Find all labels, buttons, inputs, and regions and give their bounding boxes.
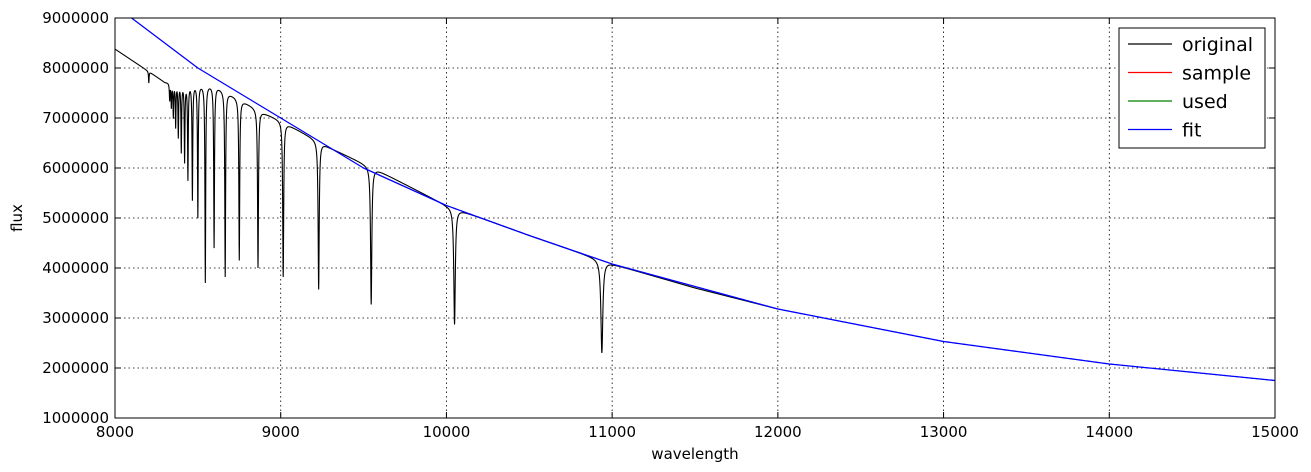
y-tick-label: 7000000	[42, 109, 109, 127]
ticks: 8000 9000 10000 11000 12000 13000 14000 15000 10…	[42, 9, 1299, 441]
y-tick-label: 9000000	[42, 9, 109, 27]
y-tick-label: 8000000	[42, 59, 109, 77]
plot-frame	[114, 17, 1276, 419]
series-line-fit	[131, 18, 1275, 382]
x-tick-label: 8000	[96, 423, 134, 441]
y-tick-label: 6000000	[42, 159, 109, 177]
x-tick-label: 12000	[754, 423, 802, 441]
legend-box	[1118, 27, 1266, 149]
x-tick-label: 10000	[423, 423, 471, 441]
x-tick-label: 14000	[1085, 423, 1133, 441]
y-tick-label: 3000000	[42, 309, 109, 327]
legend-label-sample: sample	[1182, 63, 1251, 85]
x-tick-label: 11000	[588, 423, 636, 441]
y-axis-label: flux	[8, 204, 26, 232]
x-axis-label: wavelength	[651, 445, 738, 463]
y-tick-label: 2000000	[42, 359, 109, 377]
series-lines	[115, 18, 1275, 382]
y-tick-label: 5000000	[42, 209, 109, 227]
legend-label-used: used	[1182, 91, 1228, 113]
x-tick-label: 13000	[920, 423, 968, 441]
legend: original sample used fit	[1118, 27, 1266, 149]
x-tick-label: 15000	[1251, 423, 1299, 441]
legend-label-fit: fit	[1182, 120, 1201, 142]
legend-label-original: original	[1182, 34, 1253, 56]
series-line-original	[115, 48, 778, 354]
y-tick-label: 1000000	[42, 409, 109, 427]
x-tick-label: 9000	[262, 423, 300, 441]
y-tick-label: 4000000	[42, 259, 109, 277]
grid	[114, 17, 1276, 419]
